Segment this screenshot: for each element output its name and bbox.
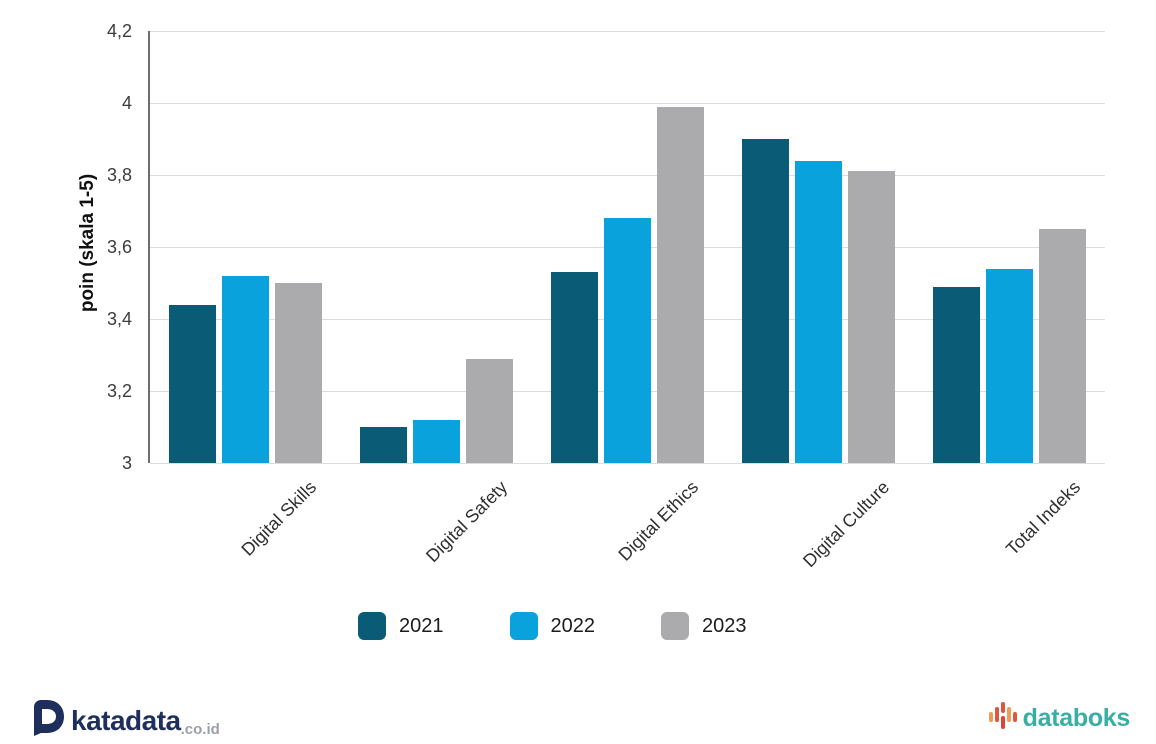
katadata-logo: katadata .co.id bbox=[30, 700, 220, 741]
legend-label-2021: 2021 bbox=[399, 614, 444, 637]
x-axis-label-digital-culture: Digital Culture bbox=[798, 477, 893, 572]
bar-2023-digital-safety[interactable] bbox=[466, 358, 513, 463]
legend-swatch-2023 bbox=[661, 612, 689, 640]
y-tick-label: 3,4 bbox=[106, 309, 132, 329]
databoks-logo: databoks bbox=[988, 701, 1130, 736]
legend-label-2022: 2022 bbox=[550, 614, 596, 637]
y-tick-label: 4 bbox=[121, 93, 132, 113]
y-tick-label: 3,2 bbox=[106, 381, 132, 401]
gridline-3,8 bbox=[150, 175, 1105, 176]
bar-2023-total-indeks[interactable] bbox=[1039, 229, 1086, 463]
x-axis-label-digital-ethics: Digital Ethics bbox=[613, 477, 702, 565]
gridline-3 bbox=[150, 463, 1105, 464]
databoks-bars-icon bbox=[988, 701, 1018, 736]
bar-2021-digital-ethics[interactable] bbox=[551, 272, 598, 463]
y-tick-label: 3,8 bbox=[106, 165, 132, 185]
bar-group-total-indeks bbox=[933, 229, 1086, 463]
y-tick-label: 3,6 bbox=[106, 237, 132, 257]
x-axis-label-digital-skills: Digital Skills bbox=[236, 477, 320, 560]
katadata-d-icon bbox=[30, 700, 64, 741]
legend-item-2021[interactable]: 2021 bbox=[358, 612, 444, 640]
bar-2022-digital-culture[interactable] bbox=[795, 160, 842, 463]
databoks-wordmark: databoks bbox=[1022, 704, 1131, 732]
x-axis-label-digital-safety: Digital Safety bbox=[421, 477, 511, 567]
legend-swatch-2022 bbox=[509, 612, 538, 640]
bar-group-digital-safety bbox=[360, 358, 513, 463]
plot-area bbox=[148, 31, 1105, 464]
legend-label-2023: 2023 bbox=[702, 614, 747, 637]
legend: 2021 2022 2023 bbox=[358, 612, 747, 640]
bar-2021-digital-culture[interactable] bbox=[742, 139, 789, 463]
bar-group-digital-culture bbox=[742, 139, 895, 463]
bar-2021-digital-skills[interactable] bbox=[169, 304, 216, 463]
katadata-domain-suffix: .co.id bbox=[180, 721, 220, 738]
bar-2023-digital-ethics[interactable] bbox=[657, 106, 704, 463]
bar-2022-digital-skills[interactable] bbox=[222, 275, 269, 463]
bar-group-digital-ethics bbox=[551, 106, 704, 463]
y-tick-label: 3 bbox=[121, 453, 132, 473]
gridline-4,2 bbox=[150, 31, 1105, 32]
bar-2023-digital-culture[interactable] bbox=[848, 171, 895, 463]
y-axis-tick-labels: 3 3,2 3,4 3,6 3,8 4 4,2 bbox=[0, 21, 140, 473]
bar-2022-digital-ethics[interactable] bbox=[604, 218, 651, 463]
legend-swatch-2021 bbox=[358, 612, 386, 640]
bar-2022-digital-safety[interactable] bbox=[413, 419, 460, 463]
y-tick-label: 4,2 bbox=[106, 21, 132, 41]
bar-2021-total-indeks[interactable] bbox=[933, 286, 980, 463]
bar-group-digital-skills bbox=[169, 275, 322, 463]
katadata-wordmark: katadata bbox=[71, 704, 181, 736]
gridline-4 bbox=[150, 103, 1105, 104]
bar-2022-total-indeks[interactable] bbox=[986, 268, 1033, 463]
bar-2021-digital-safety[interactable] bbox=[360, 427, 407, 463]
bar-2023-digital-skills[interactable] bbox=[275, 283, 322, 463]
x-axis-label-total-indeks: Total Indeks bbox=[1001, 477, 1084, 560]
legend-item-2022[interactable]: 2022 bbox=[509, 612, 596, 640]
legend-item-2023[interactable]: 2023 bbox=[661, 612, 747, 640]
